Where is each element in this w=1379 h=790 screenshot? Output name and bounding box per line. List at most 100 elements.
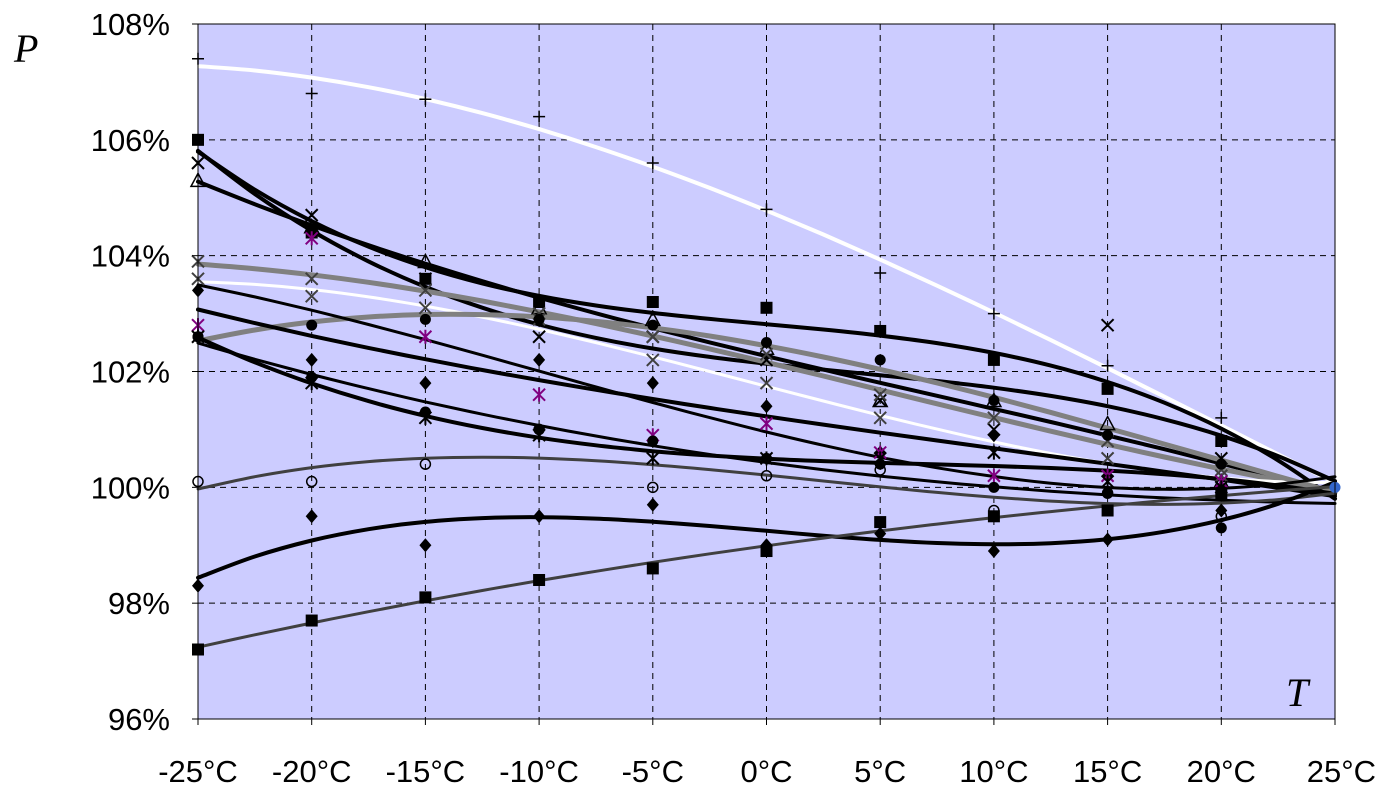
data-point xyxy=(987,510,1000,523)
data-point xyxy=(873,393,887,408)
data-markers xyxy=(189,52,1341,656)
series-markers-13 xyxy=(192,497,1228,593)
data-point xyxy=(533,313,545,325)
data-point xyxy=(533,574,546,586)
series-curve-8 xyxy=(196,307,1337,499)
data-point xyxy=(1101,382,1114,395)
y-tick-label: 98% xyxy=(108,586,170,621)
series-markers-9 xyxy=(191,231,1229,489)
y-tick-label: 96% xyxy=(108,702,170,737)
data-point xyxy=(760,203,773,216)
data-point xyxy=(760,399,773,414)
data-point xyxy=(647,481,659,494)
data-point xyxy=(871,391,889,408)
data-point xyxy=(873,451,887,466)
data-point xyxy=(305,352,318,367)
x-tick-label: 25°C xyxy=(1307,754,1376,789)
y-tick-label: 102% xyxy=(91,355,170,390)
data-point xyxy=(532,330,546,344)
data-point xyxy=(647,319,659,331)
data-point xyxy=(759,353,774,367)
data-point xyxy=(304,231,319,246)
data-point xyxy=(646,157,659,169)
grid xyxy=(198,24,1335,719)
x-tick-label: -20°C xyxy=(272,754,352,789)
y-tick-label: 104% xyxy=(91,239,170,274)
data-point xyxy=(418,272,433,286)
data-point xyxy=(874,324,887,337)
data-point xyxy=(646,376,659,391)
data-point xyxy=(1215,503,1228,518)
data-point xyxy=(759,376,774,390)
data-point xyxy=(533,423,545,436)
data-point xyxy=(1100,318,1115,332)
data-point xyxy=(306,319,318,331)
data-point xyxy=(874,516,887,529)
x-tick-label: -25°C xyxy=(158,754,238,789)
series-curve-5 xyxy=(195,261,1338,494)
data-point xyxy=(1215,411,1228,424)
data-point xyxy=(759,451,774,466)
data-point xyxy=(419,458,432,470)
data-point xyxy=(304,376,319,391)
data-point xyxy=(646,330,660,344)
series-curve-13 xyxy=(196,480,1337,580)
data-point xyxy=(1102,487,1114,499)
data-point xyxy=(987,307,1000,320)
data-point xyxy=(987,428,1000,443)
data-point xyxy=(533,352,546,367)
data-point xyxy=(987,468,1001,483)
data-point xyxy=(533,110,546,123)
data-point xyxy=(305,509,318,524)
data-point xyxy=(1101,504,1114,517)
data-point xyxy=(988,481,1000,493)
data-point xyxy=(873,387,887,402)
data-point xyxy=(418,410,433,425)
data-point xyxy=(987,353,1000,366)
data-point xyxy=(1101,532,1114,547)
data-point xyxy=(1215,522,1227,534)
data-point xyxy=(987,544,1000,559)
data-point xyxy=(304,272,319,286)
series-curve-12 xyxy=(196,455,1337,506)
data-point xyxy=(417,252,434,269)
data-point xyxy=(760,545,773,558)
data-point xyxy=(874,267,887,280)
data-point xyxy=(874,354,886,366)
x-tick-labels: -25°C -20°C -15°C -10°C -5°C 0°C 5°C 10°C 15°C 20… xyxy=(158,719,1376,789)
data-point xyxy=(305,614,318,627)
data-point xyxy=(760,470,773,482)
data-point xyxy=(305,475,318,488)
x-tick-label: 20°C xyxy=(1187,754,1256,789)
y-axis-label: P xyxy=(13,26,38,71)
data-point xyxy=(987,445,1001,460)
data-point xyxy=(419,313,431,325)
x-tick-label: -10°C xyxy=(499,754,579,789)
data-point xyxy=(304,289,319,303)
data-point xyxy=(646,353,660,367)
y-tick-label: 106% xyxy=(91,123,170,158)
series-markers-11 xyxy=(191,329,1229,495)
x-tick-label: 15°C xyxy=(1073,754,1142,789)
data-point xyxy=(988,394,1000,406)
data-point xyxy=(646,497,659,512)
x-tick-label: 5°C xyxy=(854,754,906,789)
data-point xyxy=(419,538,432,553)
data-point xyxy=(418,283,433,298)
data-point xyxy=(873,411,887,425)
data-point xyxy=(1100,451,1115,466)
series-curve-4 xyxy=(196,179,1337,497)
data-point xyxy=(759,416,774,431)
data-point xyxy=(419,591,432,604)
y-tick-label: 100% xyxy=(91,470,170,505)
data-point xyxy=(874,526,887,541)
data-point xyxy=(419,376,432,391)
data-point xyxy=(646,451,660,466)
data-point xyxy=(760,301,773,314)
data-point xyxy=(1101,359,1114,372)
data-point xyxy=(1215,487,1228,500)
data-point xyxy=(987,411,1001,425)
data-point xyxy=(533,509,546,524)
data-point xyxy=(418,329,433,344)
